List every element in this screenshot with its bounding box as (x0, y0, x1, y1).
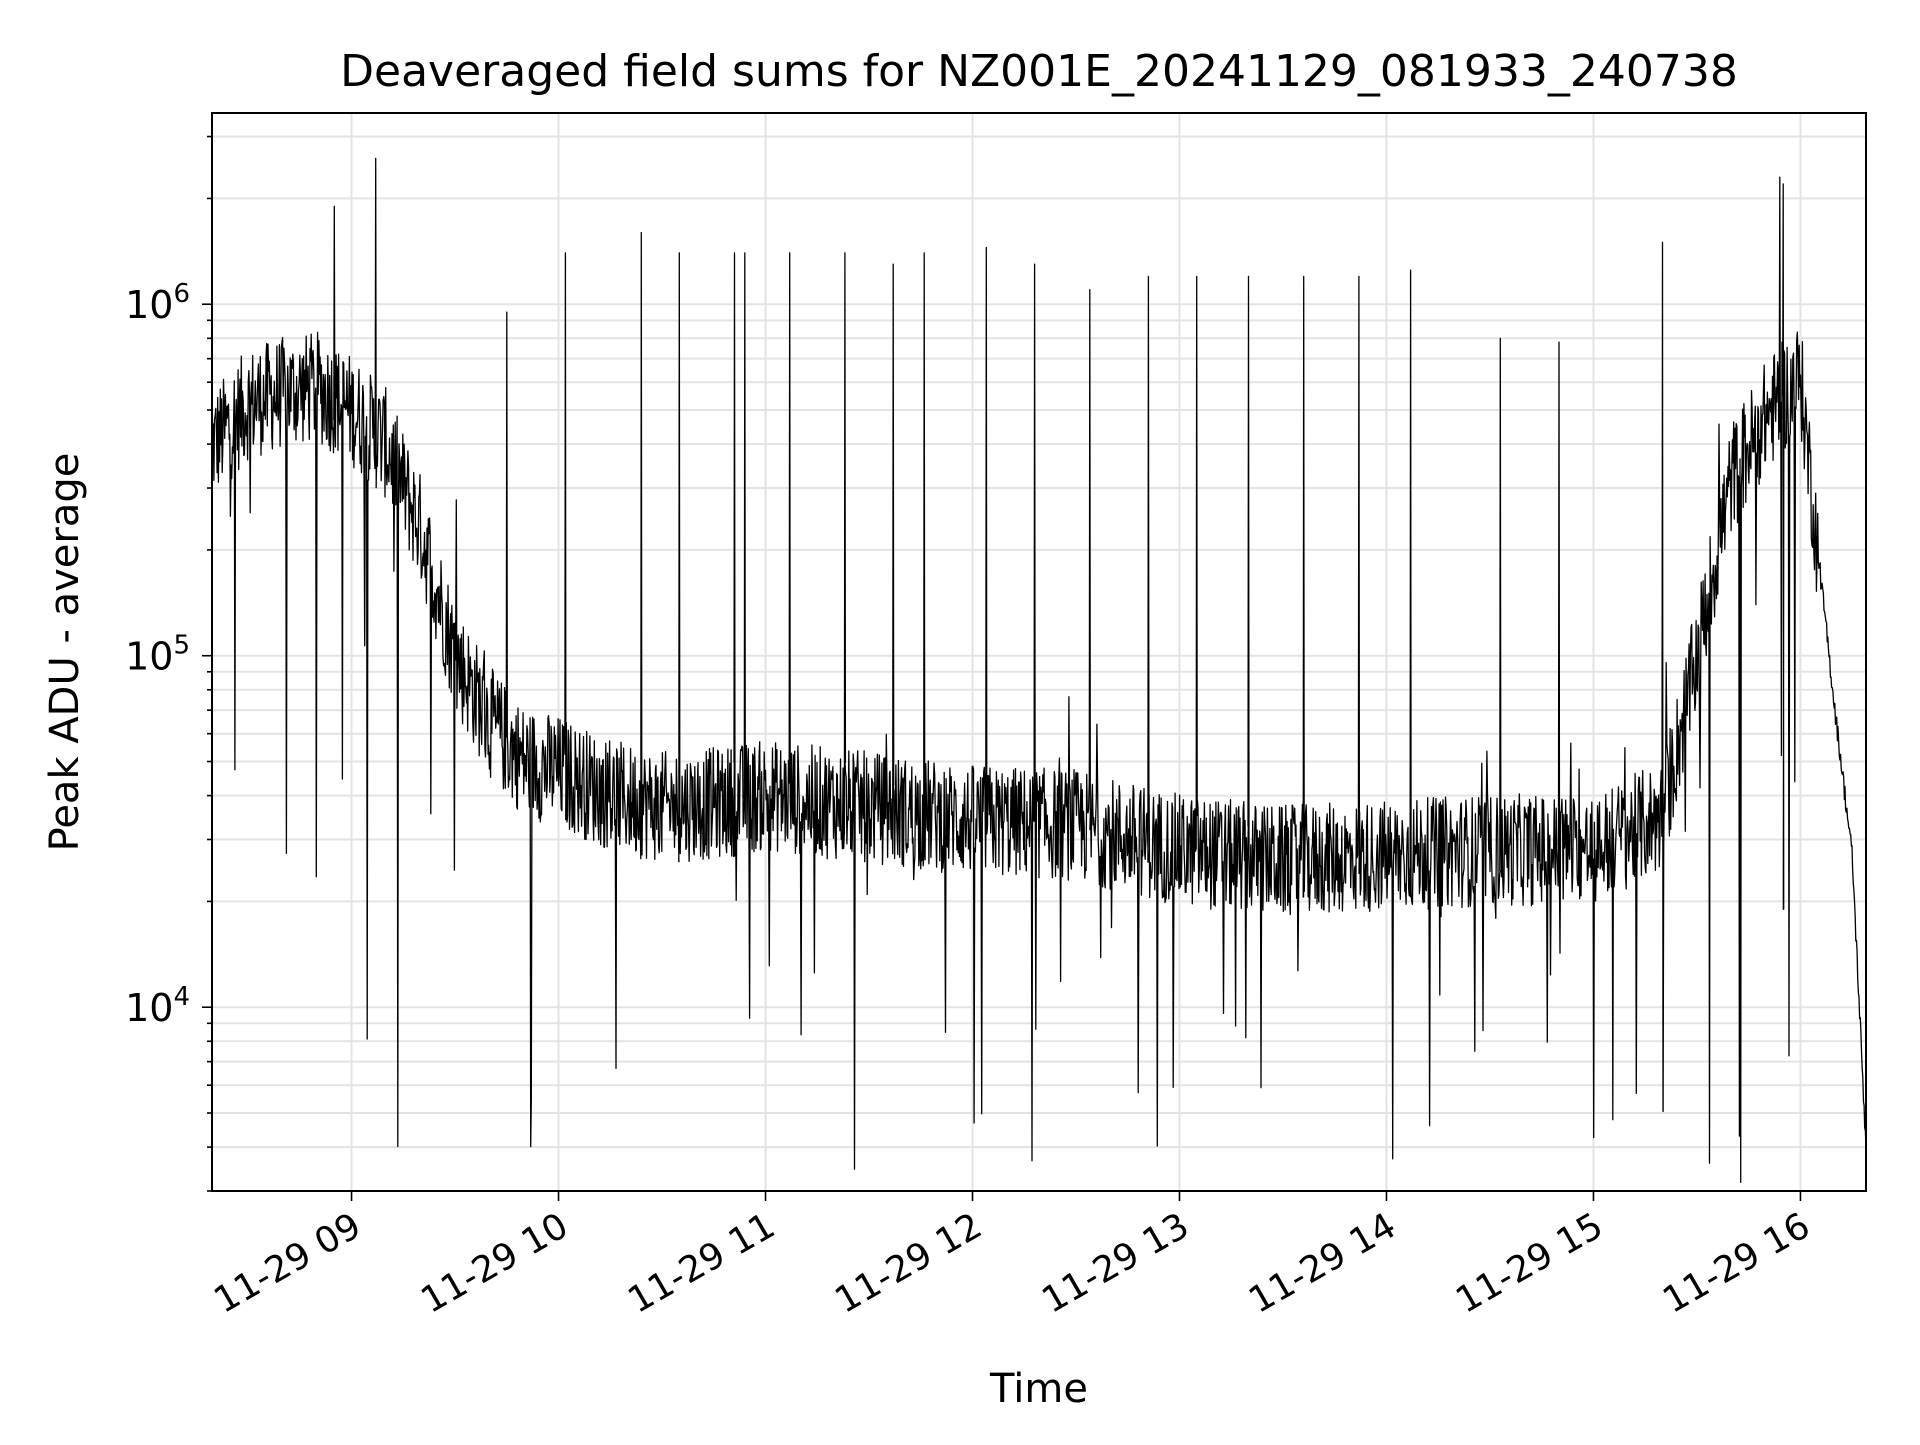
y-tick-label: 106 (125, 279, 190, 327)
plot-frame (211, 112, 1867, 1192)
x-axis-label: Time (989, 1366, 1088, 1412)
y-axis-label: Peak ADU - average (42, 453, 88, 852)
y-tick-label: 105 (125, 631, 190, 679)
y-tick-label: 104 (125, 982, 190, 1030)
chart-title: Deaveraged field sums for NZ001E_2024112… (340, 46, 1738, 97)
series-line (212, 157, 1866, 1184)
series-path (212, 157, 1866, 1184)
